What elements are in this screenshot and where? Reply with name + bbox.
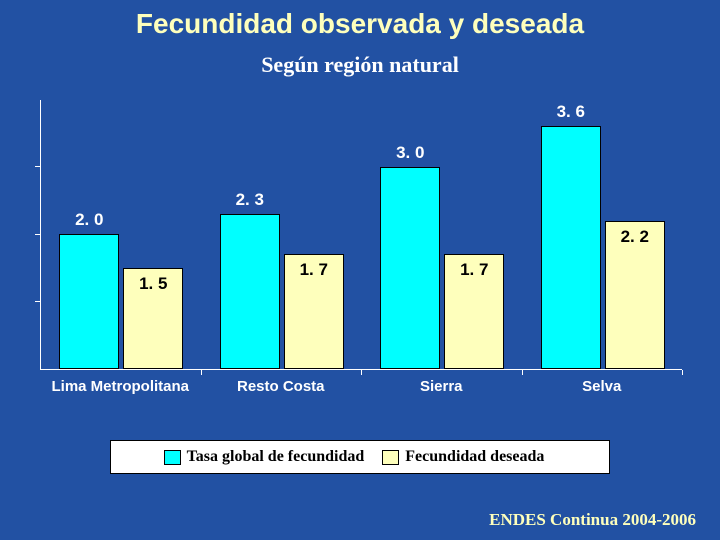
bar-chart: 2. 0 1. 5 2. 3 1. 7 3. 0 1. 7 3. 6 2. 2 [40, 100, 682, 370]
legend-swatch [164, 450, 181, 465]
category-label: Selva [522, 378, 683, 395]
bar-group: 2. 0 1. 5 [41, 100, 202, 369]
bar-value-label: 1. 5 [113, 274, 193, 294]
bar-value-label: 3. 6 [531, 102, 611, 122]
bar-value-label: 1. 7 [434, 260, 514, 280]
page-subtitle: Según región natural [0, 52, 720, 78]
chart-legend: Tasa global de fecundidad Fecundidad dese… [110, 440, 610, 474]
page-title: Fecundidad observada y deseada [0, 8, 720, 40]
source-footer: ENDES Continua 2004-2006 [489, 510, 696, 530]
legend-label: Fecundidad deseada [405, 448, 544, 466]
bar-group: 3. 6 2. 2 [523, 100, 684, 369]
bar-value-label: 1. 7 [274, 260, 354, 280]
category-label: Resto Costa [201, 378, 362, 395]
category-label: Sierra [361, 378, 522, 395]
legend-label: Tasa global de fecundidad [187, 448, 365, 466]
category-label: Lima Metropolitana [40, 378, 201, 395]
bar-value-label: 2. 0 [49, 210, 129, 230]
legend-swatch [382, 450, 399, 465]
bar-value-label: 2. 3 [210, 190, 290, 210]
bar [541, 126, 601, 369]
bar [220, 214, 280, 369]
bar [59, 234, 119, 369]
bar [380, 167, 440, 370]
bar-value-label: 3. 0 [370, 143, 450, 163]
bar-group: 3. 0 1. 7 [362, 100, 523, 369]
bar-group: 2. 3 1. 7 [202, 100, 363, 369]
bar-value-label: 2. 2 [595, 227, 675, 247]
